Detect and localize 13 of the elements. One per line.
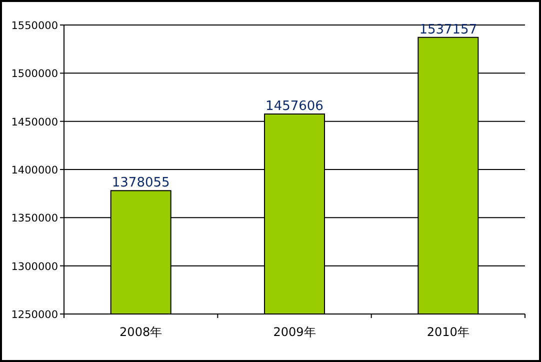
x-tick-label: 2010年	[426, 325, 470, 339]
data-label: 1537157	[419, 22, 478, 38]
x-tick-label: 2008年	[120, 325, 162, 339]
y-tick-label: 1450000	[11, 116, 58, 128]
y-tick-label: 1550000	[11, 20, 58, 32]
data-label: 1457606	[266, 99, 324, 114]
y-tick-label: 1300000	[11, 260, 58, 273]
data-label: 1378055	[112, 176, 170, 191]
x-tick-label: 2009年	[273, 325, 316, 339]
y-tick-label: 1500000	[11, 68, 58, 80]
y-tick-label: 1350000	[11, 212, 58, 225]
y-tick-label: 1250000	[11, 309, 58, 321]
y-tick-label: 1400000	[11, 164, 58, 176]
